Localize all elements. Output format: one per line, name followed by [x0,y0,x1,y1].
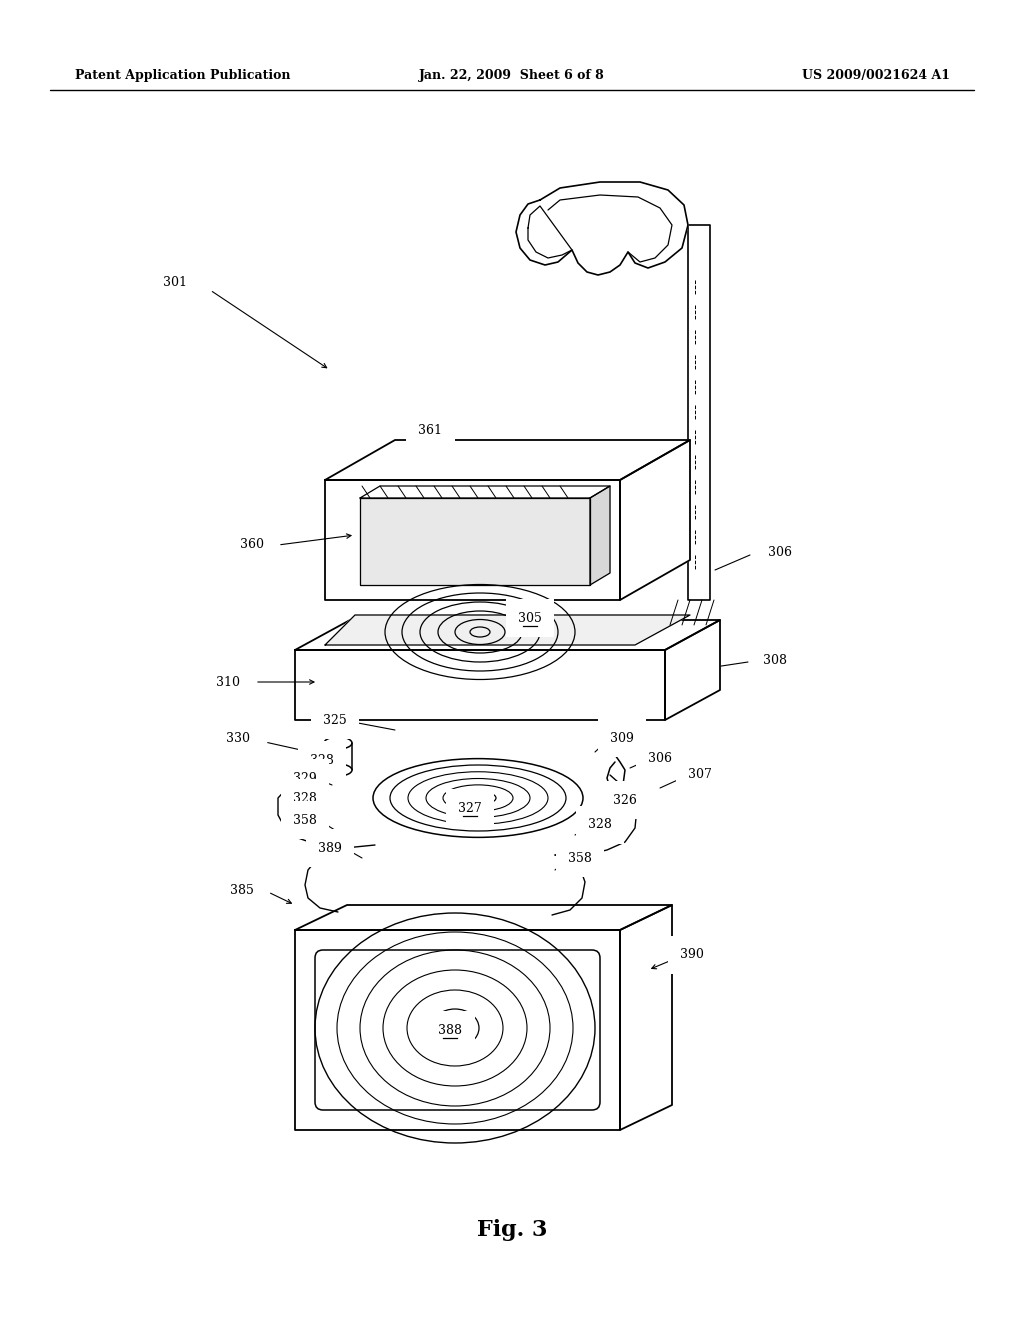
Polygon shape [620,906,672,1130]
Text: Jan. 22, 2009  Sheet 6 of 8: Jan. 22, 2009 Sheet 6 of 8 [419,69,605,82]
Text: 310: 310 [216,676,240,689]
Polygon shape [360,486,610,498]
Text: 389: 389 [318,842,342,854]
Text: 306: 306 [768,545,792,558]
Text: Patent Application Publication: Patent Application Publication [75,69,291,82]
Text: 328: 328 [293,792,317,804]
Text: 390: 390 [680,949,703,961]
Polygon shape [665,620,720,719]
Text: 307: 307 [688,768,712,781]
Text: 328: 328 [588,818,612,832]
Text: 358: 358 [293,813,317,826]
Text: 361: 361 [418,424,442,437]
Polygon shape [325,480,620,601]
Ellipse shape [324,764,352,776]
Text: 388: 388 [438,1023,462,1036]
Polygon shape [295,931,620,1130]
Ellipse shape [324,737,352,748]
Polygon shape [295,649,665,719]
Text: 358: 358 [568,851,592,865]
Text: 308: 308 [763,653,787,667]
Polygon shape [325,440,690,480]
Text: 330: 330 [226,731,250,744]
Text: 325: 325 [324,714,347,726]
FancyBboxPatch shape [315,950,600,1110]
Polygon shape [360,498,590,585]
Text: 301: 301 [163,276,187,289]
Polygon shape [295,620,720,649]
Text: 385: 385 [230,883,254,896]
Text: 327: 327 [458,801,482,814]
Text: 305: 305 [518,611,542,624]
Text: 306: 306 [648,751,672,764]
Text: 326: 326 [613,793,637,807]
Polygon shape [325,615,690,645]
Polygon shape [620,440,690,601]
Text: Fig. 3: Fig. 3 [477,1218,547,1241]
Polygon shape [688,224,710,601]
Text: 360: 360 [240,539,264,552]
Text: 309: 309 [610,731,634,744]
Text: 328: 328 [310,754,334,767]
Polygon shape [295,906,672,931]
Text: US 2009/0021624 A1: US 2009/0021624 A1 [802,69,950,82]
Polygon shape [590,486,610,585]
Polygon shape [516,182,688,275]
Text: 329: 329 [293,771,316,784]
